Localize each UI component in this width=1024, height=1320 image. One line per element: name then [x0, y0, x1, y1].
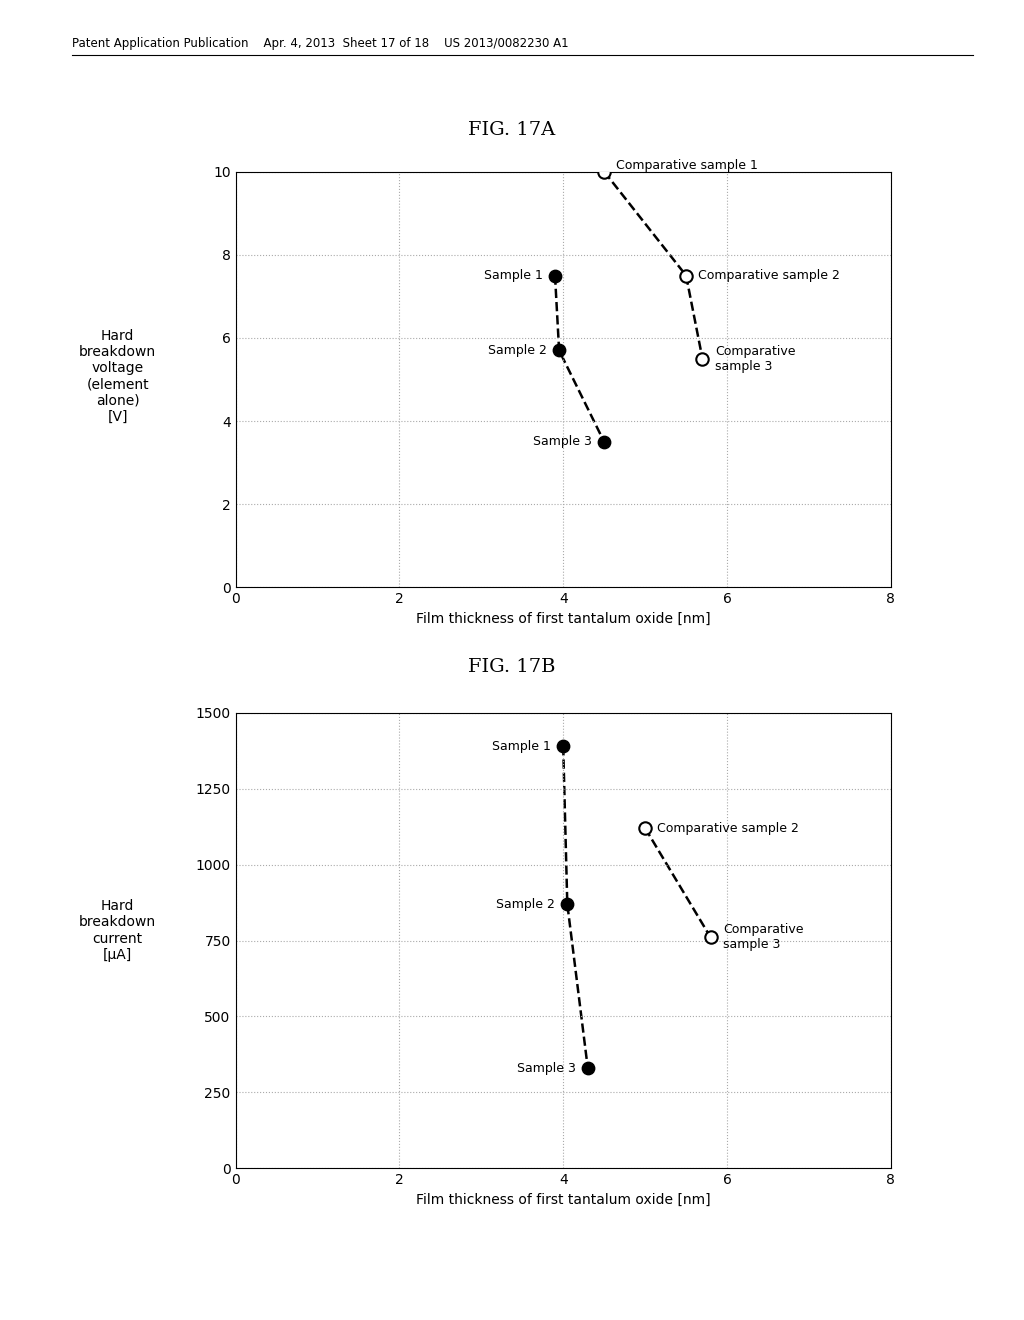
Text: Hard
breakdown
voltage
(element
alone)
[V]: Hard breakdown voltage (element alone) […	[79, 329, 157, 424]
Text: Comparative sample 2: Comparative sample 2	[698, 269, 841, 282]
X-axis label: Film thickness of first tantalum oxide [nm]: Film thickness of first tantalum oxide […	[416, 1192, 711, 1206]
Text: Sample 2: Sample 2	[497, 898, 555, 911]
Point	[596, 432, 612, 453]
Point	[559, 894, 575, 915]
Text: Comparative sample 1: Comparative sample 1	[616, 158, 759, 172]
Text: Sample 1: Sample 1	[484, 269, 543, 282]
Text: Sample 3: Sample 3	[534, 436, 592, 449]
Text: Sample 2: Sample 2	[488, 345, 547, 356]
Point	[596, 161, 612, 182]
Point	[694, 348, 711, 370]
Point	[580, 1057, 596, 1078]
Text: Patent Application Publication    Apr. 4, 2013  Sheet 17 of 18    US 2013/008223: Patent Application Publication Apr. 4, 2…	[72, 37, 568, 50]
Point	[678, 265, 694, 286]
Text: Sample 1: Sample 1	[493, 739, 551, 752]
Text: FIG. 17A: FIG. 17A	[468, 120, 556, 139]
Point	[551, 339, 567, 360]
Text: FIG. 17B: FIG. 17B	[468, 657, 556, 676]
Point	[702, 927, 719, 948]
Text: Comparative
sample 3: Comparative sample 3	[723, 924, 804, 952]
Point	[555, 735, 571, 756]
Point	[547, 265, 563, 286]
X-axis label: Film thickness of first tantalum oxide [nm]: Film thickness of first tantalum oxide […	[416, 611, 711, 626]
Text: Sample 3: Sample 3	[517, 1061, 575, 1074]
Point	[637, 817, 653, 838]
Text: Comparative
sample 3: Comparative sample 3	[715, 345, 796, 372]
Text: Comparative sample 2: Comparative sample 2	[657, 821, 800, 834]
Text: Hard
breakdown
current
[μA]: Hard breakdown current [μA]	[79, 899, 157, 962]
